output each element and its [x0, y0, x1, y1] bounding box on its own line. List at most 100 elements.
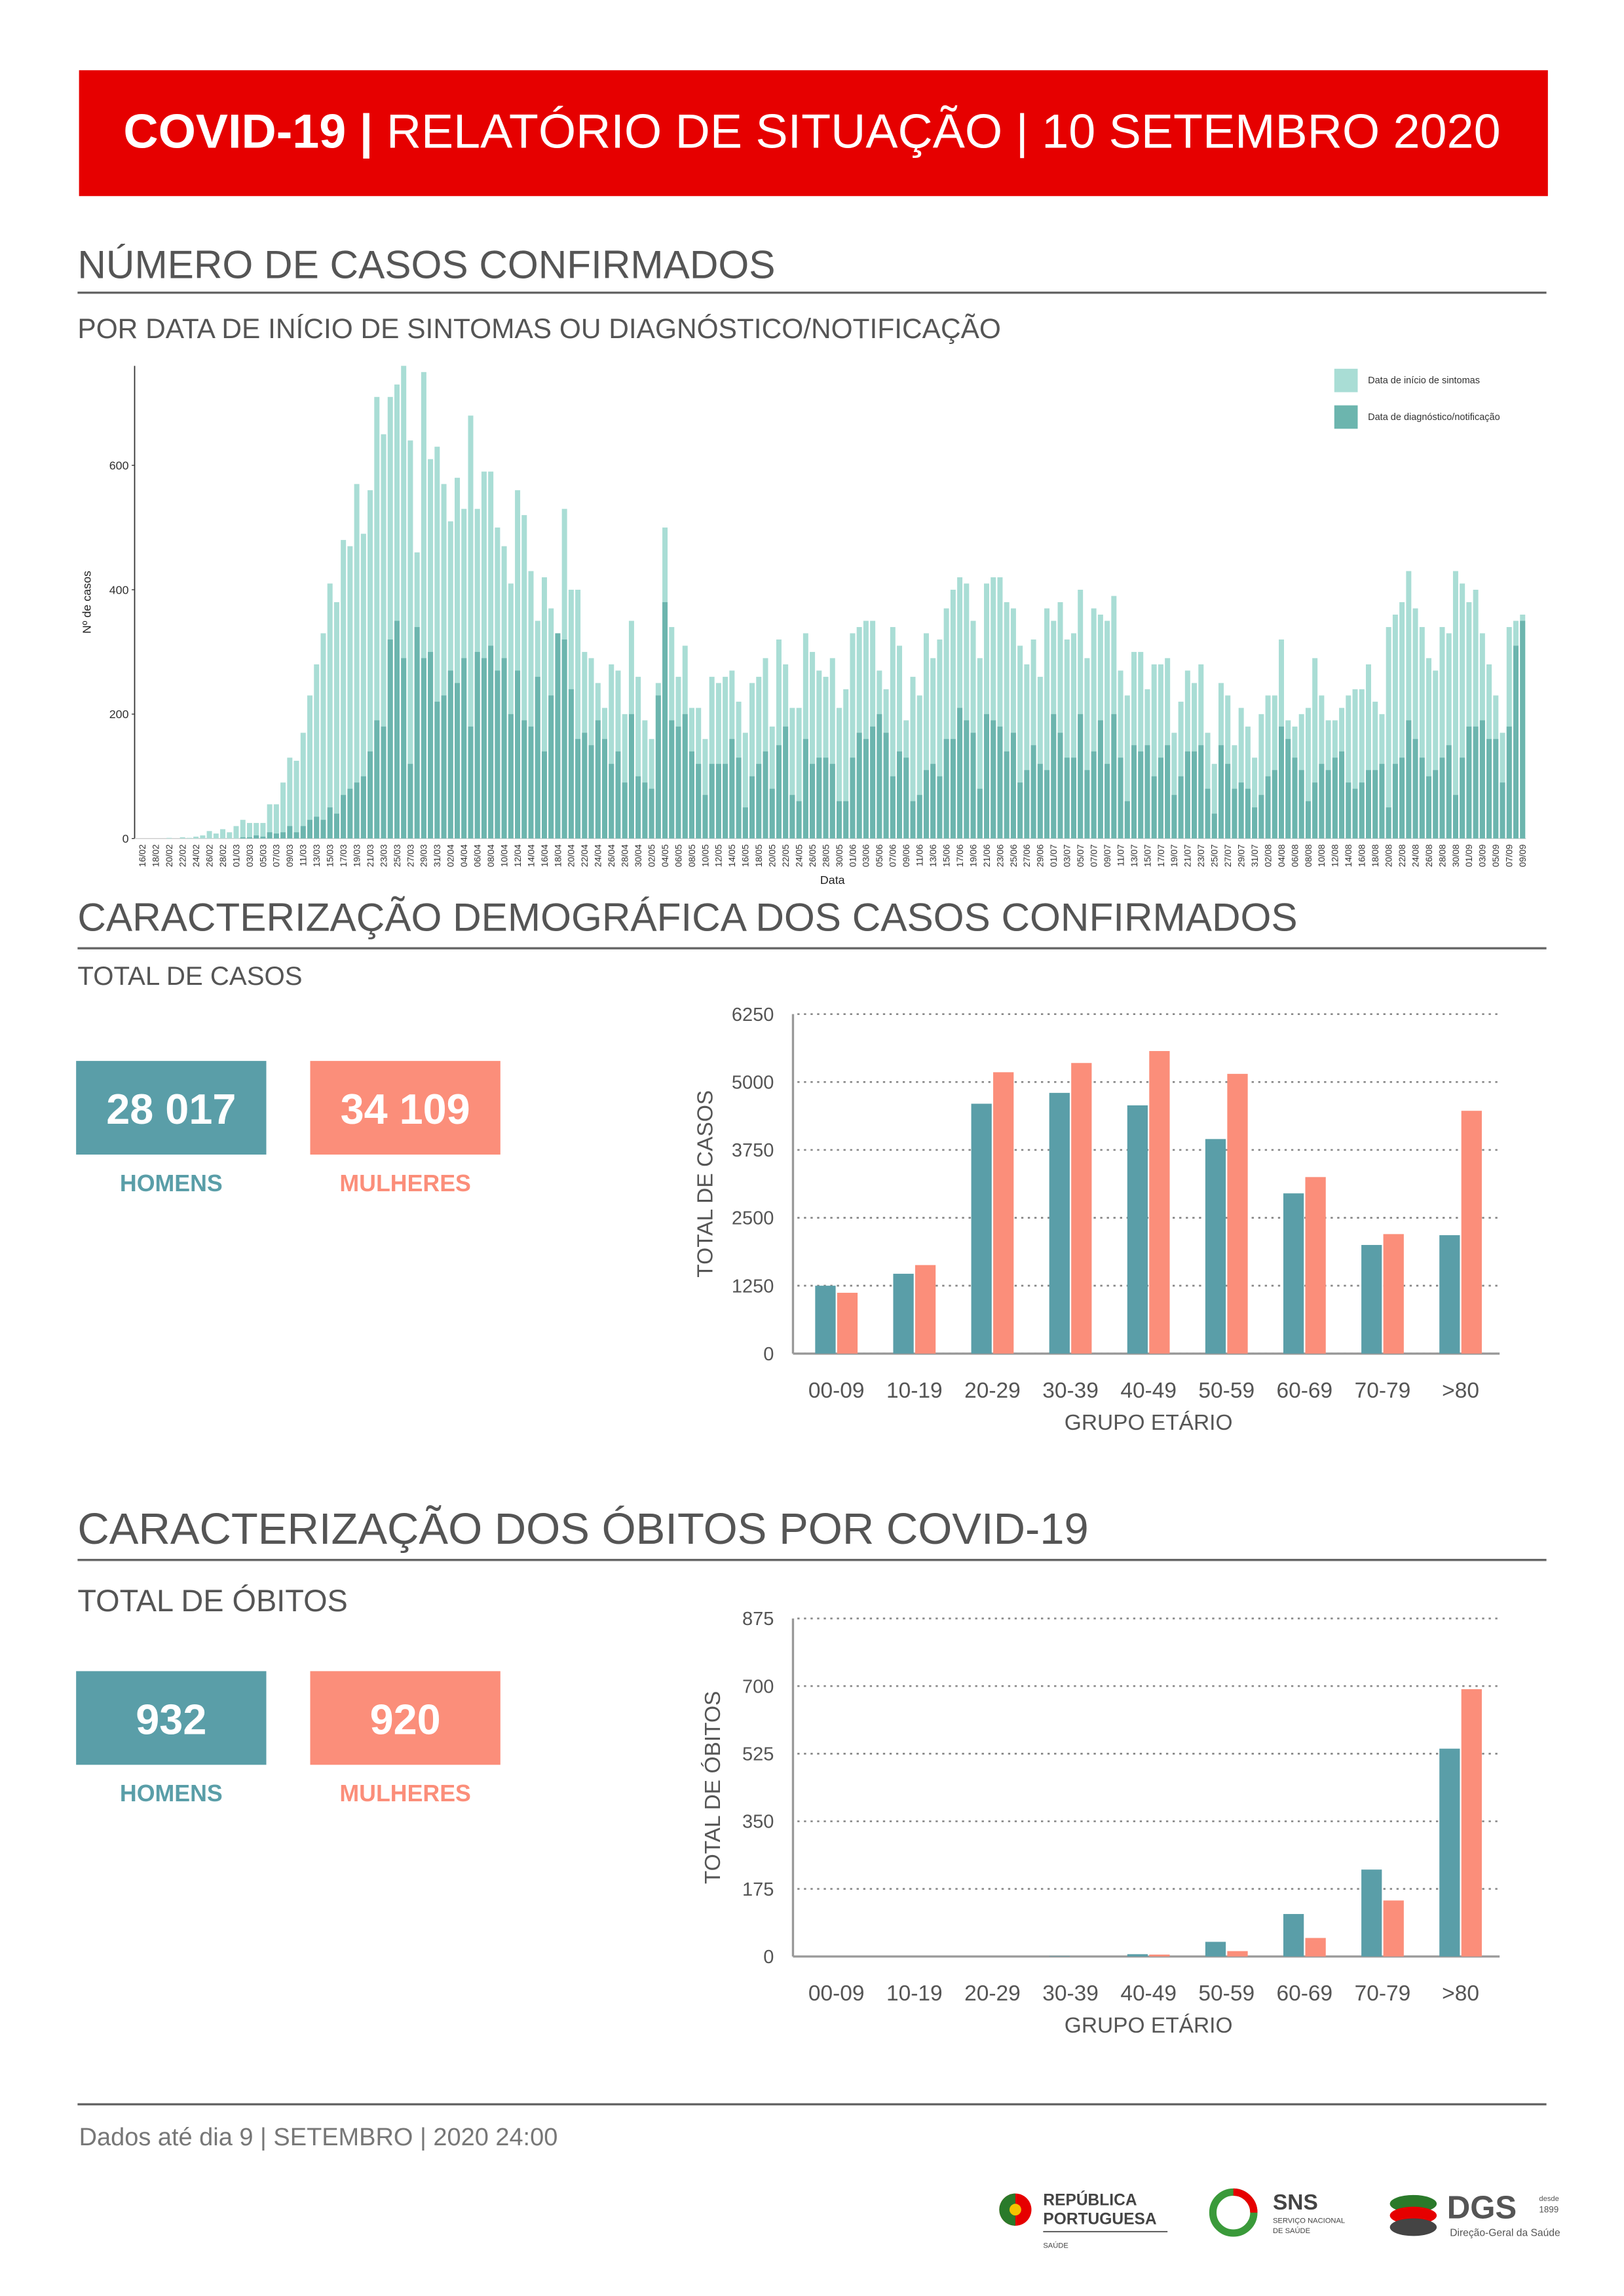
x-tick-label: 00-09	[808, 1981, 865, 2006]
x-tick-label: 23/06	[994, 844, 1005, 867]
bar	[260, 836, 266, 839]
bar	[1044, 770, 1050, 839]
bar	[481, 471, 487, 839]
y-tick-label: 200	[109, 708, 129, 721]
bar	[723, 676, 728, 839]
bar	[796, 801, 802, 839]
bar	[829, 658, 835, 839]
x-tick-label: 60-69	[1277, 1379, 1333, 1403]
x-tick-label: 16/02	[137, 845, 147, 868]
bar	[1192, 751, 1198, 839]
bar	[1466, 602, 1472, 839]
x-tick-label: 10/08	[1316, 844, 1327, 867]
bar	[287, 757, 293, 839]
bar	[1178, 701, 1184, 839]
bar	[1460, 757, 1465, 839]
y-tick-label: 525	[742, 1744, 774, 1765]
bar	[1124, 801, 1130, 839]
bar	[561, 639, 567, 839]
bar	[401, 366, 407, 839]
x-tick-label: 03/03	[244, 844, 255, 867]
bar	[1325, 770, 1331, 839]
x-tick-label: 60-69	[1277, 1981, 1333, 2006]
legend-swatch	[1334, 405, 1358, 429]
bar	[588, 745, 594, 839]
bar	[407, 763, 413, 839]
x-tick-label: 15/03	[325, 844, 335, 867]
bar	[455, 683, 461, 839]
bar	[1084, 658, 1090, 839]
bar	[394, 621, 400, 839]
bar	[964, 583, 970, 839]
x-tick-label: 20/05	[767, 844, 778, 867]
bar	[1292, 757, 1298, 839]
x-tick-label: 29/06	[1035, 844, 1046, 867]
bar	[810, 651, 816, 839]
x-tick-label: 10/05	[700, 844, 710, 867]
bar	[186, 837, 192, 839]
x-tick-label: 30-39	[1042, 1981, 1099, 2006]
women-box	[310, 1671, 500, 1765]
bar	[816, 670, 822, 839]
x-tick-label: 26/02	[204, 845, 214, 868]
bar	[970, 733, 976, 839]
bar	[575, 738, 581, 839]
bar	[635, 776, 641, 839]
y-tick-label: 175	[742, 1879, 774, 1900]
bar	[1037, 676, 1043, 839]
bar	[495, 670, 500, 839]
bar	[1030, 639, 1036, 839]
bar	[1298, 770, 1304, 839]
bar	[1158, 757, 1163, 839]
women-box	[310, 1061, 500, 1155]
bar	[843, 801, 849, 839]
bar	[843, 689, 849, 839]
bar	[528, 726, 534, 839]
bar	[347, 546, 353, 839]
bar	[702, 795, 708, 839]
x-tick-label: 12/08	[1330, 844, 1340, 867]
bar	[1010, 608, 1016, 839]
x-tick-label: 05/07	[1075, 845, 1086, 868]
bar	[1097, 720, 1103, 839]
bar	[729, 738, 735, 839]
bar	[1258, 795, 1264, 839]
logo-text: SAÚDE	[1043, 2241, 1068, 2249]
bar	[803, 738, 808, 839]
bar	[1049, 1956, 1070, 1957]
bar	[481, 658, 487, 839]
bar	[769, 726, 775, 839]
x-tick-label: 70-79	[1355, 1379, 1411, 1403]
x-tick-label: 15/06	[941, 844, 951, 867]
bar	[1272, 695, 1277, 839]
bar	[327, 807, 333, 839]
bar	[910, 676, 916, 839]
bar	[1439, 757, 1445, 839]
bar	[1433, 670, 1439, 839]
bar	[1205, 1942, 1226, 1957]
bar	[1359, 782, 1365, 839]
x-tick-label: 25/07	[1209, 845, 1220, 868]
women-total: 34 109	[341, 1085, 470, 1133]
bar	[796, 708, 802, 839]
bar	[1279, 726, 1285, 839]
bar	[1070, 633, 1076, 839]
bar	[977, 658, 983, 839]
y-tick-label: 0	[123, 832, 129, 845]
y-tick-label: 2500	[732, 1208, 774, 1229]
x-tick-label: 22/05	[780, 844, 791, 867]
bar	[368, 490, 373, 839]
bar	[360, 776, 366, 839]
bar	[997, 577, 1003, 839]
bar	[1346, 695, 1351, 839]
x-tick-label: 20-29	[964, 1981, 1021, 2006]
bar	[803, 633, 808, 839]
x-tick-label: 03/09	[1477, 844, 1488, 867]
x-tick-label: 15/07	[1142, 845, 1152, 868]
bar	[254, 835, 259, 839]
bar	[756, 676, 762, 839]
bar	[394, 384, 400, 839]
bar	[837, 708, 842, 839]
bar	[1406, 720, 1412, 839]
